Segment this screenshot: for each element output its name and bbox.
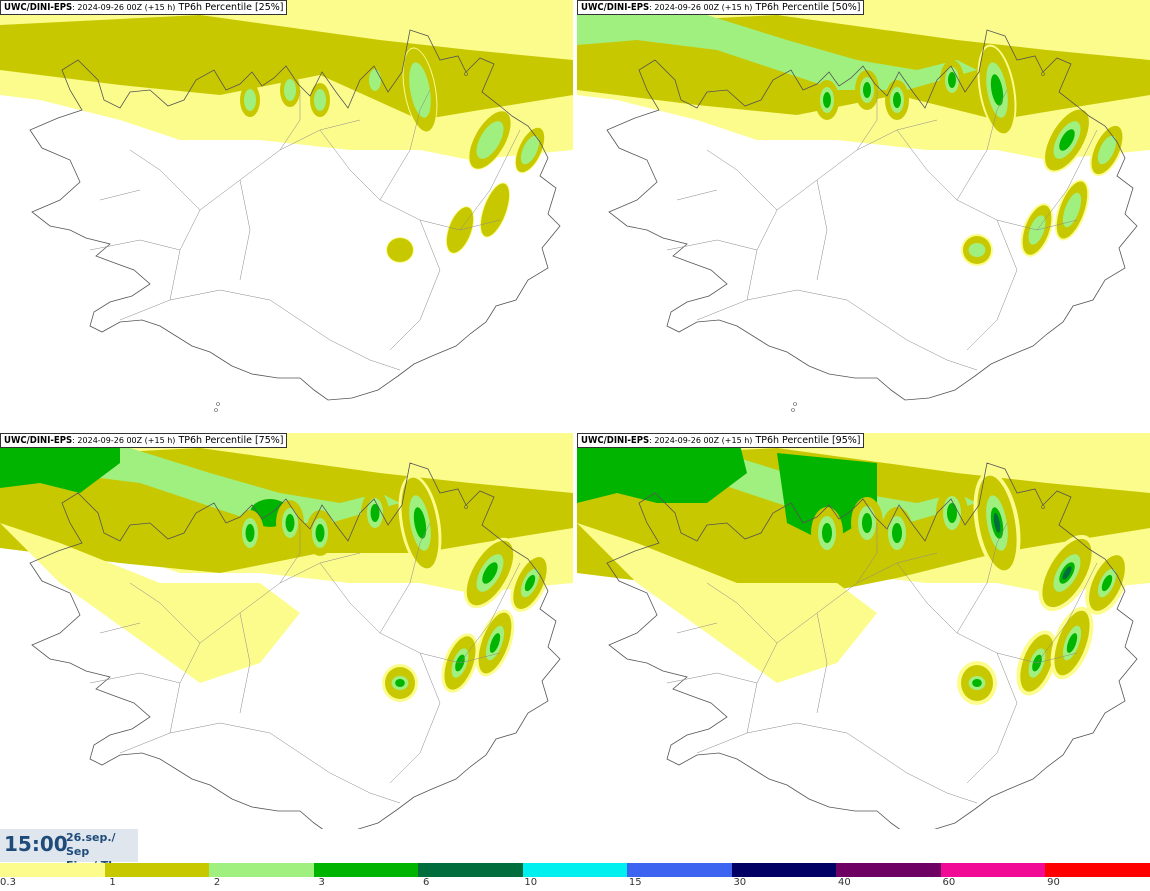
colorbar-tick-label: 60 <box>942 877 956 888</box>
product-name: TP6h Percentile [95%] <box>755 435 861 446</box>
map-panel-p95: UWC/DINI-EPS: 2024-09-26 00Z (+15 h) TP6… <box>577 433 1150 861</box>
colorbar <box>0 863 1150 877</box>
precip-map <box>0 433 573 845</box>
valid-time-box: 15:00 26.sep./ Sep Fim./ Thu <box>0 829 138 872</box>
colorbar-tick-label: 15 <box>628 877 642 888</box>
panel-title: UWC/DINI-EPS: 2024-09-26 00Z (+15 h) TP6… <box>577 433 865 448</box>
colorbar-segment <box>522 863 628 877</box>
colorbar-tick-label: 1 <box>109 877 116 888</box>
colorbar-tick-label: 0.3 <box>0 877 16 888</box>
colorbar-ticks: 0.3 1 2 3 6 10 15 30 40 60 90 <box>0 877 1150 891</box>
colorbar-tick-label: 3 <box>318 877 325 888</box>
product-name: TP6h Percentile [75%] <box>178 435 284 446</box>
colorbar-tick-label: 6 <box>422 877 430 888</box>
colorbar-segment <box>940 863 1046 877</box>
run-info: : 2024-09-26 00Z (+15 h) <box>72 436 176 445</box>
product-name: TP6h Percentile [50%] <box>755 2 861 13</box>
colorbar-segment <box>418 863 523 877</box>
valid-time: 15:00 <box>4 832 68 856</box>
model-name: UWC/DINI-EPS <box>581 435 650 446</box>
colorbar-tick-label: 30 <box>733 877 747 888</box>
colorbar-segment <box>313 863 419 877</box>
colorbar-segment <box>1045 863 1150 877</box>
colorbar-tick-label: 40 <box>837 877 851 888</box>
colorbar-segment <box>209 863 314 877</box>
colorbar-segment <box>0 863 105 877</box>
map-panel-p75: UWC/DINI-EPS: 2024-09-26 00Z (+15 h) TP6… <box>0 433 573 861</box>
run-info: : 2024-09-26 00Z (+15 h) <box>649 3 753 12</box>
colorbar-tick-label: 90 <box>1047 877 1060 888</box>
panel-title: UWC/DINI-EPS: 2024-09-26 00Z (+15 h) TP6… <box>577 0 865 15</box>
colorbar-segment <box>731 863 837 877</box>
valid-date-line1: 26.sep./ Sep <box>66 831 116 858</box>
precip-map <box>0 0 573 412</box>
product-name: TP6h Percentile [25%] <box>178 2 284 13</box>
precip-map <box>577 0 1150 412</box>
model-name: UWC/DINI-EPS <box>581 2 650 13</box>
model-name: UWC/DINI-EPS <box>4 2 73 13</box>
map-panel-p50: UWC/DINI-EPS: 2024-09-26 00Z (+15 h) TP6… <box>577 0 1150 428</box>
colorbar-segment <box>836 863 941 877</box>
panel-title: UWC/DINI-EPS: 2024-09-26 00Z (+15 h) TP6… <box>0 0 288 15</box>
run-info: : 2024-09-26 00Z (+15 h) <box>649 436 753 445</box>
colorbar-tick-label: 2 <box>213 877 221 888</box>
run-info: : 2024-09-26 00Z (+15 h) <box>72 3 176 12</box>
model-name: UWC/DINI-EPS <box>4 435 73 446</box>
map-panel-p25: UWC/DINI-EPS: 2024-09-26 00Z (+15 h) TP6… <box>0 0 573 428</box>
colorbar-segment <box>627 863 732 877</box>
legend-footer: 15:00 26.sep./ Sep Fim./ Thu 0.3 1 2 3 6 10 15… <box>0 829 1150 891</box>
colorbar-segment <box>104 863 210 877</box>
colorbar-tick-label: 10 <box>524 877 538 888</box>
precip-map <box>577 433 1150 845</box>
panel-title: UWC/DINI-EPS: 2024-09-26 00Z (+15 h) TP6… <box>0 433 288 448</box>
